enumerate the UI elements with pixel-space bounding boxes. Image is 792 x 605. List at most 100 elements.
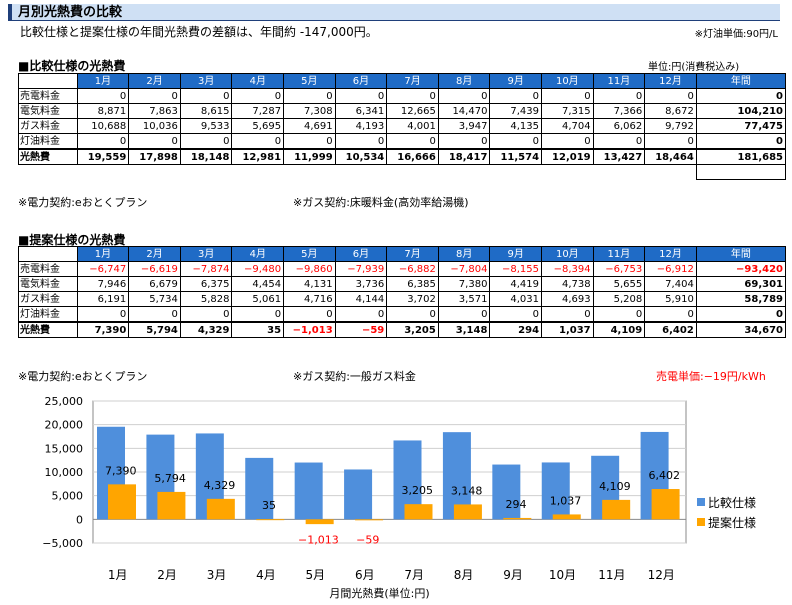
table-row: 灯油料金 0 0 0 0 0 0 0 0 0 0 0 0 0: [18, 306, 787, 323]
table-row: 売電料金 −6,747 −6,619 −7,874 −9,480 −9,860 −7,939…: [18, 261, 787, 277]
legend-swatch: [697, 518, 705, 526]
table-cell: 0: [334, 306, 388, 323]
table-cell: 7,946: [76, 276, 130, 292]
x-tick-label: 11月: [598, 568, 625, 582]
table-cell: 5,695: [231, 118, 285, 134]
table-cell: 7,287: [231, 103, 285, 119]
total-cell: −59: [334, 321, 388, 338]
table-cell: 0: [283, 306, 336, 323]
table-cell: 8,871: [76, 103, 130, 119]
table-cell: 6,375: [179, 276, 233, 292]
annual-cell: 58,789: [695, 291, 787, 307]
bar-comparison: [541, 462, 570, 520]
bar-proposal: [453, 504, 482, 520]
table-cell: −9,480: [231, 261, 285, 277]
bar-proposal: [206, 498, 235, 520]
table-cell: 7,308: [283, 103, 336, 119]
spacer-cell: [695, 164, 787, 180]
x-tick-label: 8月: [454, 568, 474, 582]
total-cell: 1,037: [541, 321, 594, 338]
table-cell: 0: [437, 88, 491, 104]
bar-comparison: [492, 464, 521, 520]
table-cell: 5,061: [231, 291, 285, 307]
month-header: 6月: [334, 246, 388, 262]
table-cell: 0: [76, 88, 130, 104]
month-header: 5月: [283, 246, 336, 262]
total-cell: 10,534: [334, 148, 388, 165]
proposal-power-contract: ※電力契約:eおとくプラン: [18, 370, 148, 383]
table-cell: 6,341: [334, 103, 388, 119]
row-label: 売電料金: [18, 261, 78, 277]
table-cell: −7,804: [437, 261, 491, 277]
table-cell: 0: [231, 88, 285, 104]
table-cell: 0: [76, 306, 130, 323]
total-cell: 18,148: [179, 148, 233, 165]
total-cell: 4,109: [592, 321, 646, 338]
table-cell: 0: [386, 88, 439, 104]
table-cell: 5,734: [128, 291, 181, 307]
table-cell: 4,135: [489, 118, 543, 134]
table-cell: 0: [489, 133, 543, 150]
table-cell: 0: [437, 306, 491, 323]
table-cell: 5,910: [644, 291, 697, 307]
table-cell: 0: [128, 306, 181, 323]
data-label: 294: [506, 498, 527, 511]
table-cell: 0: [283, 88, 336, 104]
total-cell: 12,981: [231, 148, 285, 165]
data-label: 1,037: [550, 494, 582, 507]
table-cell: 5,208: [592, 291, 646, 307]
table-cell: −6,882: [386, 261, 439, 277]
table-cell: 6,385: [386, 276, 439, 292]
comparison-title: ■比較仕様の光熱費: [18, 59, 126, 73]
table-cell: 0: [179, 88, 233, 104]
table-cell: −8,155: [489, 261, 543, 277]
bar-proposal: [108, 484, 136, 520]
month-header: 2月: [128, 246, 181, 262]
bar-proposal: [157, 491, 186, 520]
month-header: 1月: [76, 246, 130, 262]
table-cell: 0: [231, 306, 285, 323]
bar-proposal: [651, 489, 680, 520]
table-cell: 4,716: [283, 291, 336, 307]
month-header: 5月: [283, 73, 336, 89]
month-header: 3月: [179, 73, 233, 89]
data-label: 35: [262, 499, 276, 512]
bar-comparison: [344, 469, 373, 520]
x-tick-label: 7月: [404, 568, 424, 582]
total-cell: 35: [231, 321, 285, 338]
month-header: 3月: [179, 246, 233, 262]
annual-header: 年間: [695, 246, 787, 262]
data-label: 3,148: [451, 484, 483, 497]
table-cell: 0: [644, 133, 697, 150]
data-label: 4,109: [599, 480, 631, 493]
table-cell: 0: [334, 133, 388, 150]
table-cell: 4,454: [231, 276, 285, 292]
table-cell: 7,315: [541, 103, 594, 119]
data-label: 3,205: [401, 484, 433, 497]
monthly-cost-chart: 25,000 20,000 15,000 10,000 5,000 0 −5,000 7,39…: [42, 395, 756, 600]
table-row: ガス料金 10,688 10,036 9,533 5,695 4,691 4,193 4,00…: [18, 118, 787, 134]
legend-swatch: [697, 498, 705, 506]
total-annual-cell: 181,685: [695, 148, 787, 165]
table-cell: −6,912: [644, 261, 697, 277]
legend-label: 比較仕様: [708, 495, 756, 510]
bar-comparison: [245, 457, 274, 520]
table-cell: 0: [592, 88, 646, 104]
table-cell: 0: [231, 133, 285, 150]
table-cell: 4,691: [283, 118, 336, 134]
total-cell: 5,794: [128, 321, 181, 338]
month-header: 12月: [644, 73, 697, 89]
total-cell: 4,329: [179, 321, 233, 338]
table-cell: 9,533: [179, 118, 233, 134]
comparison-power-contract: ※電力契約:eおとくプラン: [18, 196, 148, 209]
table-cell: −6,747: [76, 261, 130, 277]
y-tick-label: 10,000: [45, 466, 84, 479]
total-cell: 11,999: [283, 148, 336, 165]
annual-cell: 0: [695, 133, 787, 150]
total-cell: 12,019: [541, 148, 594, 165]
month-header: 11月: [592, 73, 646, 89]
proposal-table: 1月 2月 3月 4月 5月 6月 7月 8月 9月 10月 11月 12月 年間 売電料金 −6,747−…: [18, 246, 787, 338]
month-header: 6月: [334, 73, 388, 89]
table-cell: 6,191: [76, 291, 130, 307]
month-header: 10月: [541, 73, 594, 89]
